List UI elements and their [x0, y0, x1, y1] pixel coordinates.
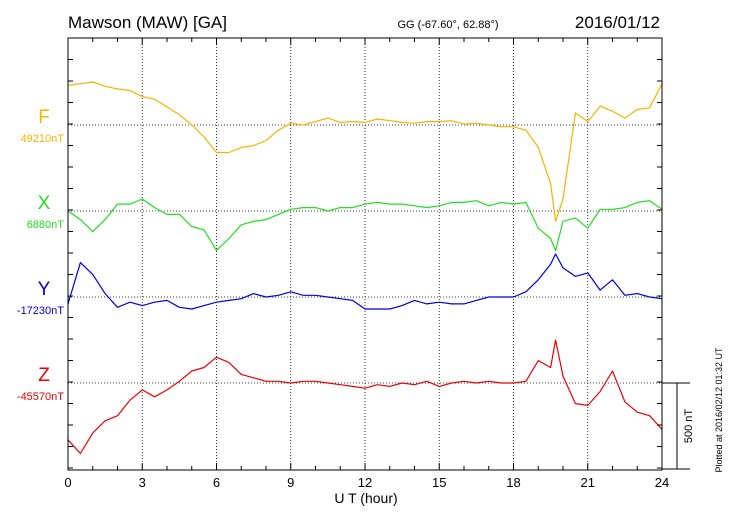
series-baseline-value-y: -17230nT — [17, 305, 64, 317]
x-tick-label-0: 0 — [64, 475, 71, 490]
x-tick-label-21: 21 — [581, 475, 595, 490]
station-coords: GG (-67.60°, 62.88°) — [397, 19, 498, 31]
x-tick-label-3: 3 — [139, 475, 146, 490]
x-tick-label-6: 6 — [213, 475, 220, 490]
x-tick-label-9: 9 — [287, 475, 294, 490]
series-name-x: X — [38, 193, 51, 214]
x-tick-labels: 0 3 6 9 12 15 18 21 24 — [64, 475, 669, 490]
x-tick-label-15: 15 — [432, 475, 446, 490]
series-name-z: Z — [38, 365, 50, 386]
chart-date: 2016/01/12 — [575, 13, 660, 32]
series-baseline-value-x: 6880nT — [27, 219, 65, 231]
series-labels: F 49210nT X 6880nT Y -17230nT Z -45570nT — [17, 107, 64, 403]
series-line-x — [67, 198, 663, 252]
scale-bar-label: 500 nT — [683, 409, 695, 444]
x-tick-label-12: 12 — [358, 475, 372, 490]
series-line-f — [67, 81, 663, 222]
station-title: Mawson (MAW) [GA] — [68, 13, 227, 32]
grid-lines — [141, 38, 589, 470]
scale-bar: 500 nT — [662, 382, 695, 470]
axis-ticks — [67, 38, 663, 470]
x-axis-label: U T (hour) — [334, 490, 397, 506]
x-tick-label-18: 18 — [506, 475, 520, 490]
series-baseline-value-f: 49210nT — [21, 133, 65, 145]
series-baseline-value-z: -45570nT — [17, 391, 64, 403]
plotted-timestamp: Plotted at 2016/02/12 01:32 UT — [714, 347, 724, 473]
series-name-f: F — [38, 107, 50, 128]
x-tick-label-24: 24 — [655, 475, 669, 490]
series-line-z — [67, 339, 663, 455]
series-line-y — [67, 253, 663, 310]
series-layer — [67, 81, 663, 455]
baseline-lines — [68, 124, 662, 384]
series-name-y: Y — [38, 279, 51, 300]
